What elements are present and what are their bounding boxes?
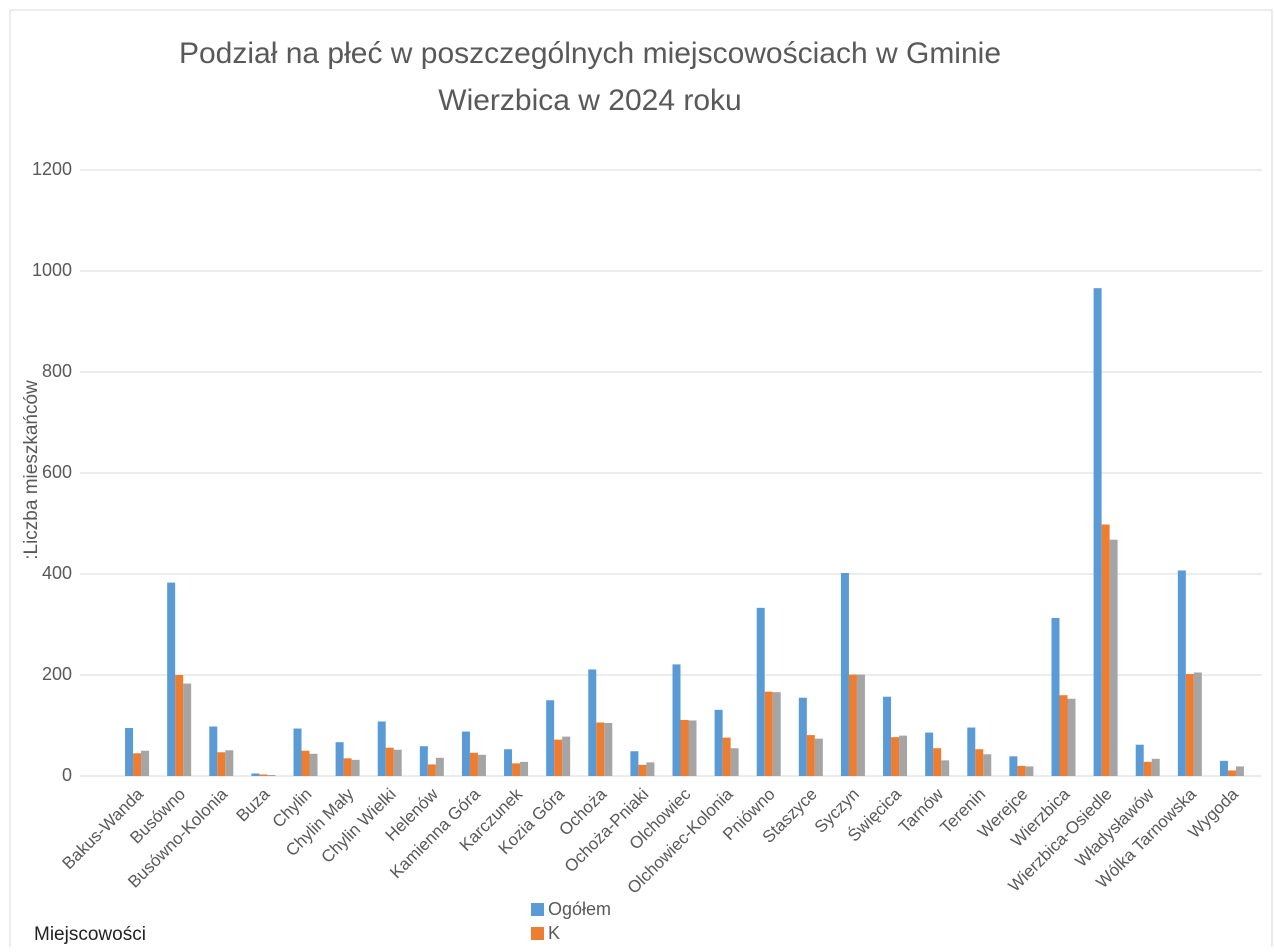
- bar: [730, 748, 739, 776]
- bar: [309, 753, 318, 776]
- bar: [1151, 758, 1160, 776]
- bar: [596, 722, 605, 776]
- bar: [562, 736, 571, 776]
- bar: [419, 746, 428, 776]
- bar: [714, 709, 723, 776]
- bar: [764, 691, 773, 776]
- bar: [343, 758, 352, 776]
- bar: [469, 752, 478, 776]
- bar: [175, 675, 184, 776]
- bar: [512, 763, 521, 776]
- bar: [722, 737, 731, 776]
- bar: [335, 742, 344, 776]
- legend-label: Ogółem: [548, 899, 611, 919]
- y-tick-label: 800: [42, 361, 72, 381]
- bar: [798, 697, 807, 776]
- bar: [967, 727, 976, 776]
- bar: [1219, 760, 1228, 776]
- legend-swatch: [531, 927, 544, 940]
- bar: [167, 582, 176, 776]
- bar: [267, 774, 276, 776]
- x-axis-label: Miejscowości: [34, 924, 146, 945]
- bar: [461, 731, 470, 776]
- bar: [225, 750, 234, 776]
- bar: [588, 669, 597, 776]
- y-tick-label: 1000: [32, 260, 72, 280]
- bar: [393, 749, 402, 776]
- bar: [941, 760, 950, 776]
- bar: [1177, 570, 1186, 776]
- bar: [477, 754, 486, 776]
- chart-border: [9, 9, 1273, 952]
- y-tick-label: 200: [42, 664, 72, 684]
- bar: [259, 774, 268, 776]
- bar: [377, 721, 386, 776]
- bar: [646, 762, 655, 776]
- bar: [925, 732, 934, 776]
- bar: [1109, 539, 1118, 776]
- bar: [427, 764, 436, 776]
- bar: [133, 753, 142, 776]
- bar: [125, 728, 134, 776]
- y-tick-label: 0: [62, 765, 72, 785]
- bar: [1193, 672, 1202, 776]
- bar: [554, 739, 563, 776]
- bar: [1227, 770, 1236, 776]
- y-tick-label: 1200: [32, 159, 72, 179]
- bar: [251, 773, 260, 776]
- bar: [806, 735, 815, 776]
- y-tick-label: 600: [42, 462, 72, 482]
- bar: [772, 692, 781, 776]
- bar: [848, 674, 857, 776]
- bar: [814, 738, 823, 776]
- bar: [209, 726, 218, 776]
- bar: [217, 752, 226, 776]
- bar: [840, 572, 849, 776]
- bar: [1025, 766, 1034, 776]
- chart-title: Wierzbica w 2024 roku: [438, 84, 741, 117]
- bar: [520, 761, 529, 776]
- bar: [1059, 695, 1068, 776]
- bar: [604, 722, 613, 776]
- bar: [630, 751, 639, 776]
- bar: [1093, 288, 1102, 776]
- bar: [1017, 765, 1026, 776]
- bar: [891, 737, 900, 776]
- bar: [183, 683, 192, 776]
- bar: [435, 757, 444, 776]
- bar: [883, 696, 892, 776]
- y-tick-label: 400: [42, 563, 72, 583]
- bar: [293, 728, 302, 776]
- bar: [688, 720, 697, 776]
- bar: [899, 735, 908, 776]
- bar: [504, 749, 513, 776]
- bar: [1185, 673, 1194, 776]
- bar: [1101, 524, 1110, 776]
- bar: [856, 674, 865, 776]
- bar: [983, 754, 992, 776]
- bar: [141, 750, 150, 776]
- bar: [1051, 617, 1060, 776]
- bar: [933, 748, 942, 776]
- bar: [1135, 744, 1144, 776]
- chart-title: Podział na płeć w poszczególnych miejsco…: [179, 37, 1001, 70]
- bar: [680, 719, 689, 776]
- bar: [546, 700, 555, 776]
- bar: [351, 759, 360, 776]
- y-axis-label: :Liczba mieszkańców: [21, 380, 42, 560]
- legend-label: K: [548, 923, 560, 943]
- legend-swatch: [531, 903, 544, 916]
- bar: [1009, 756, 1018, 776]
- bar: [385, 747, 394, 776]
- bar: [672, 664, 681, 776]
- bar: [975, 749, 984, 776]
- bar: [1235, 766, 1244, 776]
- bar: [301, 750, 310, 776]
- bar: [756, 607, 765, 776]
- bar: [638, 764, 647, 776]
- bar: [1143, 761, 1152, 776]
- bar: [1067, 698, 1076, 776]
